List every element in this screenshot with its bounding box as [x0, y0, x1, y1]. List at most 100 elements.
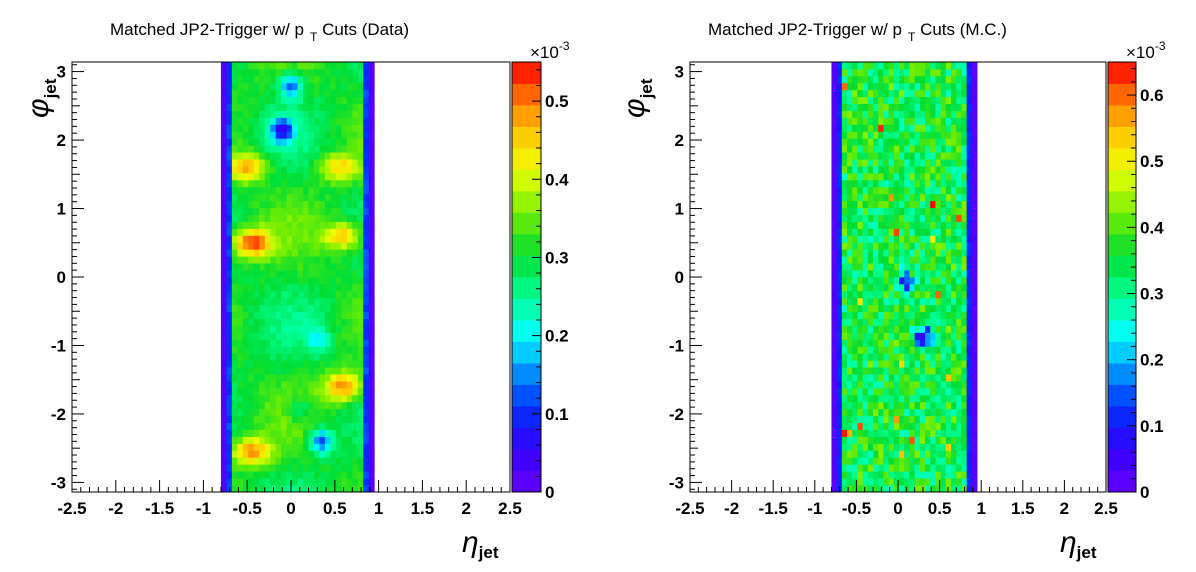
colorbar-band — [512, 384, 541, 407]
heatmap-cell — [899, 131, 905, 139]
heatmap-cell — [297, 103, 304, 111]
heatmap-cell — [852, 408, 858, 417]
heatmap-cell — [831, 179, 838, 188]
heatmap-cell — [363, 270, 370, 278]
heatmap-cell — [930, 408, 936, 417]
heatmap-cell — [841, 110, 848, 118]
heatmap-cell — [253, 387, 260, 396]
heatmap-cell — [857, 166, 864, 174]
heatmap-cell — [857, 228, 864, 236]
heatmap-cell — [867, 311, 874, 320]
heatmap-cell — [930, 62, 936, 70]
heatmap-cell — [237, 387, 244, 396]
heatmap-cell — [847, 117, 853, 125]
heatmap-cell — [231, 381, 238, 389]
heatmap-cell — [893, 297, 900, 306]
heatmap-cell — [363, 381, 370, 389]
heatmap-cell — [841, 221, 848, 229]
heatmap-cell — [363, 221, 370, 229]
heatmap-cell — [330, 387, 337, 396]
heatmap-cell — [878, 332, 884, 340]
heatmap-cell — [831, 68, 838, 77]
heatmap-cell — [852, 381, 858, 389]
heatmap-cell — [319, 304, 326, 313]
heatmap-cell — [248, 82, 255, 91]
heatmap-cell — [264, 304, 271, 313]
heatmap-cell — [270, 179, 277, 188]
heatmap-cell — [231, 117, 238, 125]
heatmap-cell — [292, 200, 298, 209]
heatmap-cell — [292, 103, 298, 111]
heatmap-cell — [940, 304, 947, 313]
heatmap-cell — [919, 311, 926, 320]
heatmap-cell — [357, 62, 364, 70]
heatmap-cell — [847, 478, 853, 486]
heatmap-cell — [242, 221, 249, 229]
heatmap-cell — [259, 381, 266, 389]
heatmap-cell — [883, 242, 890, 250]
heatmap-cell — [852, 62, 858, 70]
heatmap-cell — [281, 471, 288, 479]
heatmap-cell — [330, 256, 337, 264]
heatmap-cell — [275, 471, 282, 479]
heatmap-cell — [324, 332, 331, 340]
heatmap-cell — [961, 145, 968, 153]
heatmap-cell — [925, 478, 931, 486]
heatmap-cell — [951, 242, 957, 250]
heatmap-cell — [888, 471, 895, 479]
y-tick-label: -1 — [51, 336, 66, 355]
heatmap-cell — [919, 471, 926, 479]
heatmap-cell — [841, 82, 848, 91]
heatmap-cell — [935, 471, 942, 479]
heatmap-cell — [264, 374, 271, 382]
heatmap-cell — [286, 263, 293, 271]
heatmap-cell — [292, 159, 298, 167]
heatmap-cell — [368, 172, 375, 181]
heatmap-cell — [226, 131, 233, 139]
heatmap-cell — [847, 277, 853, 285]
heatmap-cell — [966, 166, 973, 174]
heatmap-cell — [899, 179, 905, 188]
heatmap-cell — [324, 436, 331, 444]
heatmap-cell — [297, 339, 304, 347]
heatmap-cell — [893, 214, 900, 222]
heatmap-cell — [242, 436, 249, 444]
heatmap-cell — [264, 436, 271, 444]
heatmap-cell — [259, 360, 266, 368]
heatmap-cell — [888, 152, 895, 160]
heatmap-cell — [242, 429, 249, 437]
heatmap-cell — [940, 311, 947, 320]
heatmap-cell — [966, 353, 973, 361]
heatmap-cell — [862, 429, 869, 437]
heatmap-cell — [248, 214, 255, 222]
heatmap-cell — [930, 75, 936, 84]
heatmap-cell — [341, 228, 348, 236]
heatmap-cell — [346, 103, 353, 111]
heatmap-cell — [324, 214, 331, 222]
heatmap-cell — [883, 304, 890, 313]
heatmap-cell — [368, 75, 375, 84]
heatmap-cell — [919, 283, 926, 292]
heatmap-cell — [909, 422, 916, 430]
heatmap-cell — [363, 339, 370, 347]
heatmap-cell — [368, 374, 375, 382]
y-axis-label-mc: φjet — [618, 78, 656, 118]
heatmap-cell — [836, 82, 843, 91]
heatmap-cell — [888, 242, 895, 250]
heatmap-cell — [925, 68, 931, 77]
heatmap-cell — [368, 110, 375, 118]
heatmap-cell — [286, 367, 293, 375]
heatmap-cell — [259, 436, 266, 444]
heatmap-cell — [357, 270, 364, 278]
heatmap-cell — [966, 387, 973, 396]
heatmap-cell — [286, 450, 293, 458]
heatmap-cell — [281, 263, 288, 271]
heatmap-cell — [335, 277, 342, 285]
heatmap-cell — [357, 290, 364, 299]
heatmap-cell — [893, 68, 900, 77]
heatmap-cell — [319, 457, 326, 465]
heatmap-cell — [292, 166, 298, 174]
heatmap-cell — [231, 485, 238, 493]
heatmap-cell — [335, 422, 342, 430]
heatmap-cell — [346, 367, 353, 375]
